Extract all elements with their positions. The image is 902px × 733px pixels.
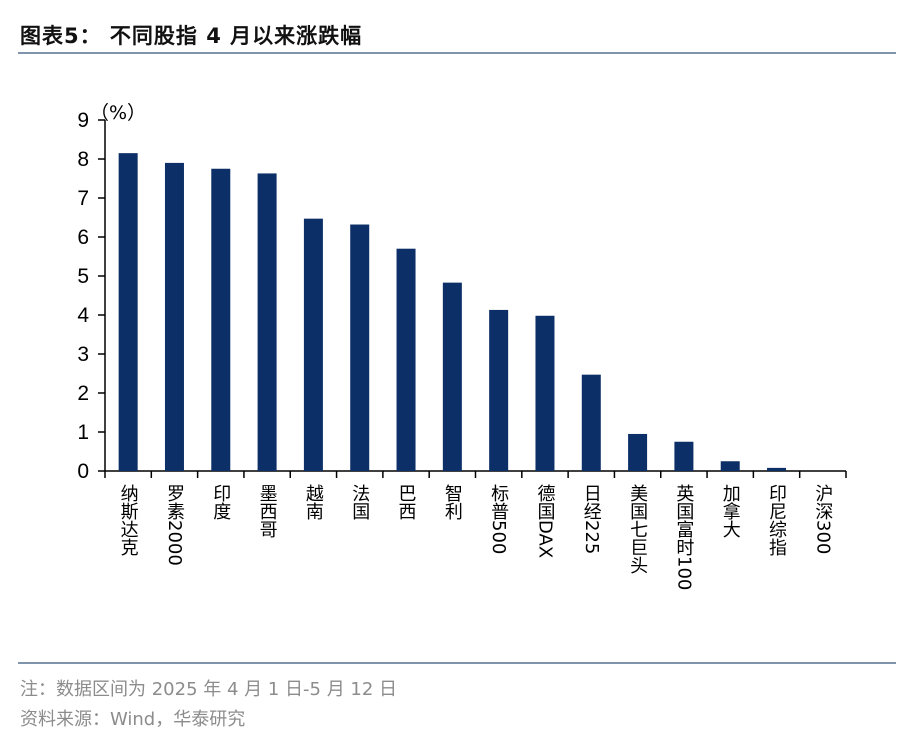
y-axis: 0 1 2 3 4 5 6 7 8 9	[77, 109, 106, 483]
y-tick-label: 8	[77, 148, 89, 171]
bottom-divider	[18, 662, 896, 664]
category-label: 标普500	[488, 484, 509, 555]
category-label: 印尼综指	[766, 484, 787, 557]
category-label: 巴西	[396, 484, 417, 520]
bar	[118, 153, 138, 471]
category-labels: 纳斯达克 罗素2000 印度 墨西哥 越南 法国 巴西 智利 标普500 德国DAX 日经225 美国…	[118, 484, 834, 591]
category-label: 法国	[349, 484, 370, 520]
bar	[303, 218, 323, 471]
bar-chart: 0 1 2 3 4 5 6 7 8 9 纳斯达克 罗素2000 印度 墨西哥 越南 法国 巴西 智利 标普500 德…	[77, 102, 847, 591]
y-tick-label: 5	[77, 265, 89, 288]
top-divider	[18, 52, 896, 54]
chart-title: 图表5： 不同股指 4 月以来涨跌幅	[20, 24, 363, 48]
unit-label: （%）	[90, 102, 146, 124]
bar	[442, 282, 462, 471]
category-label: 美国七巨头	[627, 484, 648, 574]
bar	[581, 374, 601, 471]
category-label: 智利	[442, 484, 463, 520]
y-tick-label: 1	[77, 421, 89, 444]
category-label: 加拿大	[720, 484, 741, 538]
bar	[396, 248, 416, 471]
category-label: 墨西哥	[257, 484, 278, 538]
y-tick-label: 4	[77, 304, 89, 327]
y-tick-label: 9	[77, 109, 89, 132]
category-label: 罗素2000	[164, 484, 185, 566]
bar	[674, 441, 694, 471]
category-label: 英国富时100	[673, 484, 694, 591]
category-label: 纳斯达克	[118, 484, 139, 556]
y-tick-label: 6	[77, 226, 89, 249]
y-tick-label: 7	[77, 187, 89, 210]
bar	[489, 309, 509, 471]
bar	[350, 224, 370, 471]
category-label: 日经225	[581, 484, 602, 554]
bar	[628, 433, 648, 471]
y-tick-label: 0	[77, 460, 89, 483]
category-label: 德国DAX	[534, 484, 555, 558]
bar	[211, 168, 231, 471]
bar	[535, 315, 555, 471]
source-note: 资料来源：Wind，华泰研究	[20, 709, 246, 730]
y-tick-label: 3	[77, 343, 89, 366]
bar	[164, 162, 184, 471]
y-tick-label: 2	[77, 382, 89, 405]
bars	[118, 153, 787, 471]
category-label: 越南	[303, 484, 324, 520]
bar	[767, 467, 787, 471]
category-label: 沪深300	[812, 484, 833, 555]
bar	[720, 461, 740, 471]
bar	[257, 173, 277, 471]
x-axis	[104, 470, 847, 478]
date-range-note: 注：数据区间为 2025 年 4 月 1 日-5 月 12 日	[20, 679, 398, 700]
category-label: 印度	[210, 484, 231, 520]
